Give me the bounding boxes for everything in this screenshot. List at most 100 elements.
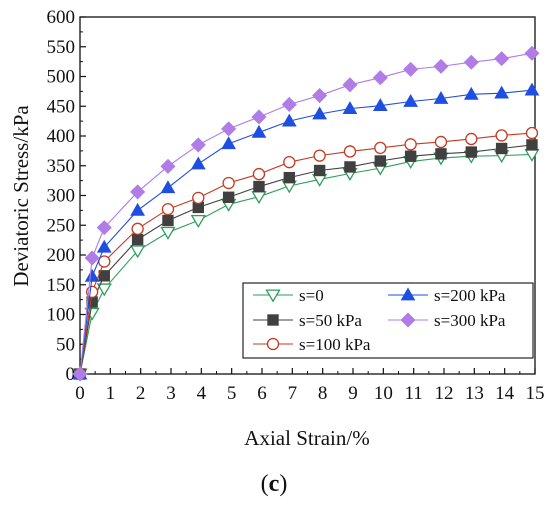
y-axis-title: Deviatoric Stress/kPa: [9, 105, 33, 287]
legend-label-0: s=0: [299, 286, 324, 305]
series-4: [72, 45, 540, 382]
series-2-point-13: [434, 135, 448, 149]
y-tick-label-6: 300: [47, 186, 76, 207]
x-tick-label-7: 7: [288, 383, 298, 404]
series-1-point-12: [404, 150, 417, 162]
series-4-point-6: [221, 121, 237, 137]
series-4-point-16: [524, 45, 540, 61]
series-3-point-14: [463, 86, 479, 100]
y-tick-label-2: 100: [47, 305, 76, 326]
y-tick-label-10: 500: [47, 67, 76, 88]
series-3-point-5: [190, 156, 206, 170]
legend-label-4: s=300 kPa: [434, 311, 506, 330]
series-4-point-13: [433, 58, 449, 74]
series-3-point-7: [251, 124, 267, 138]
y-tick-label-7: 350: [47, 156, 76, 177]
series-4-point-14: [463, 54, 479, 70]
legend: s=0 s=200 kPa s=50 kPa s=300 kPa s=100 kPa: [242, 282, 534, 359]
series-2-point-4: [161, 203, 175, 216]
x-tick-label-15: 15: [526, 383, 545, 404]
series-3-point-12: [403, 93, 418, 107]
series-2-point-11: [374, 141, 387, 155]
series-4-point-3: [130, 184, 146, 200]
series-1-point-14: [465, 146, 478, 158]
series-3-point-16: [524, 82, 540, 96]
series-2-point-12: [404, 138, 417, 151]
x-tick-label-1: 1: [106, 383, 116, 404]
x-tick-label-5: 5: [227, 383, 237, 404]
legend-item-0: s=0: [253, 286, 324, 305]
series-4-point-1: [84, 250, 100, 266]
x-tick-label-11: 11: [405, 383, 423, 404]
series-3-point-3: [130, 202, 145, 216]
series-1-point-11: [374, 155, 387, 167]
plot-series: [72, 45, 540, 382]
y-tick-label-12: 600: [47, 7, 76, 28]
legend-marker-1: [267, 314, 279, 326]
series-4-point-7: [251, 109, 267, 125]
series-2-point-6: [222, 176, 235, 190]
series-3-point-1: [84, 268, 100, 282]
series-3-point-8: [281, 113, 297, 127]
series-1-point-10: [344, 161, 356, 173]
y-tick-label-3: 150: [47, 275, 76, 296]
series-2-point-5: [192, 191, 205, 205]
series-3-point-11: [372, 98, 388, 112]
y-tick-label-8: 400: [47, 126, 76, 147]
series-2-point-16: [525, 126, 539, 140]
x-tick-label-14: 14: [495, 383, 515, 404]
series-2-point-15: [495, 129, 508, 142]
series-0-point-3: [129, 245, 146, 259]
y-tick-label-9: 450: [47, 96, 76, 117]
series-1-point-9: [313, 164, 326, 177]
series-1-point-2: [98, 270, 110, 282]
axes: 0 1 2 3 4 5 6 7 8 9 10 11 12 13 14 15050100150200250300…: [47, 7, 545, 404]
series-3-point-9: [312, 106, 327, 120]
series-4-point-0: [72, 366, 88, 382]
series-2-point-14: [465, 132, 478, 146]
legend-item-1: s=50 kPa: [253, 311, 362, 330]
series-4-point-8: [281, 96, 297, 112]
series-3-point-13: [433, 91, 449, 104]
y-tick-label-1: 50: [56, 334, 75, 355]
series-4-point-9: [312, 88, 328, 104]
x-axis-title: Axial Strain/%: [244, 426, 369, 450]
legend-marker-3: [400, 287, 416, 301]
series-4-point-5: [190, 137, 206, 153]
series-2-point-3: [131, 222, 144, 235]
series-1-point-13: [435, 148, 447, 160]
series-0-point-2: [96, 283, 112, 297]
legend-item-2: s=100 kPa: [253, 335, 371, 354]
y-tick-label-5: 250: [47, 215, 76, 236]
series-4-point-2: [96, 220, 112, 236]
series-4-point-11: [372, 70, 388, 86]
legend-label-1: s=50 kPa: [299, 311, 362, 330]
y-tick-label-4: 200: [47, 245, 76, 266]
x-tick-label-9: 9: [348, 383, 358, 404]
series-1-point-15: [495, 142, 508, 155]
legend-item-3: s=200 kPa: [388, 286, 506, 305]
panel-label: (c): [261, 471, 288, 497]
x-tick-label-0: 0: [75, 383, 85, 404]
series-1-point-16: [526, 139, 538, 151]
panel-label-open: (: [261, 471, 269, 497]
series-2-point-9: [313, 149, 326, 162]
y-tick-label-11: 550: [47, 37, 76, 58]
series-1-point-6: [222, 191, 235, 203]
series-3-point-15: [494, 85, 509, 99]
series-2-point-7: [252, 167, 266, 181]
series-4-point-12: [403, 61, 419, 77]
series-2-point-8: [283, 156, 296, 169]
x-tick-label-12: 12: [435, 383, 454, 404]
series-3-point-4: [160, 180, 176, 194]
series-4-point-4: [160, 158, 176, 174]
x-tick-label-13: 13: [465, 383, 484, 404]
series-4-point-15: [494, 51, 510, 67]
legend-marker-2: [266, 337, 280, 351]
series-1: [74, 139, 538, 380]
x-tick-label-8: 8: [318, 383, 328, 404]
legend-label-3: s=200 kPa: [434, 286, 506, 305]
legend-item-4: s=300 kPa: [388, 311, 506, 330]
x-tick-label-6: 6: [257, 383, 267, 404]
